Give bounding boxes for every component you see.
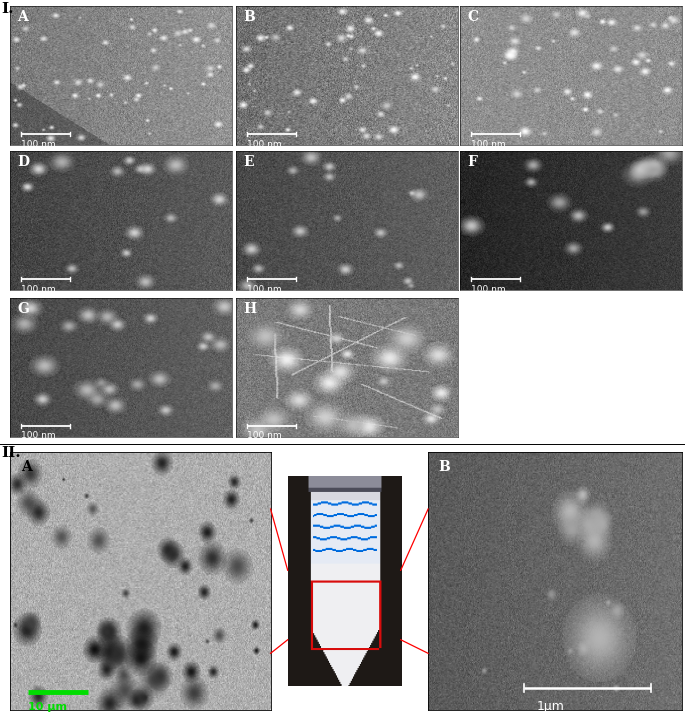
- Text: 100 nm: 100 nm: [21, 139, 56, 149]
- Text: A: A: [21, 460, 32, 474]
- Text: 100 nm: 100 nm: [21, 285, 56, 294]
- Text: E: E: [243, 155, 253, 169]
- Text: C: C: [467, 10, 478, 24]
- Text: B: B: [243, 10, 255, 24]
- Text: G: G: [17, 302, 29, 316]
- Text: A: A: [17, 10, 27, 24]
- Text: 100 nm: 100 nm: [471, 285, 506, 294]
- Text: 10 μm: 10 μm: [29, 702, 68, 712]
- Text: 100 nm: 100 nm: [471, 139, 506, 149]
- Text: 100 nm: 100 nm: [21, 431, 56, 441]
- Text: B: B: [438, 460, 450, 474]
- Text: I.: I.: [1, 2, 14, 16]
- Text: II.: II.: [1, 446, 21, 460]
- Text: D: D: [17, 155, 29, 169]
- Text: 1μm: 1μm: [537, 700, 565, 713]
- Text: 100 nm: 100 nm: [247, 285, 282, 294]
- Text: H: H: [243, 302, 256, 316]
- Text: F: F: [467, 155, 477, 169]
- Text: 100 nm: 100 nm: [247, 139, 282, 149]
- Text: 100 nm: 100 nm: [247, 431, 282, 441]
